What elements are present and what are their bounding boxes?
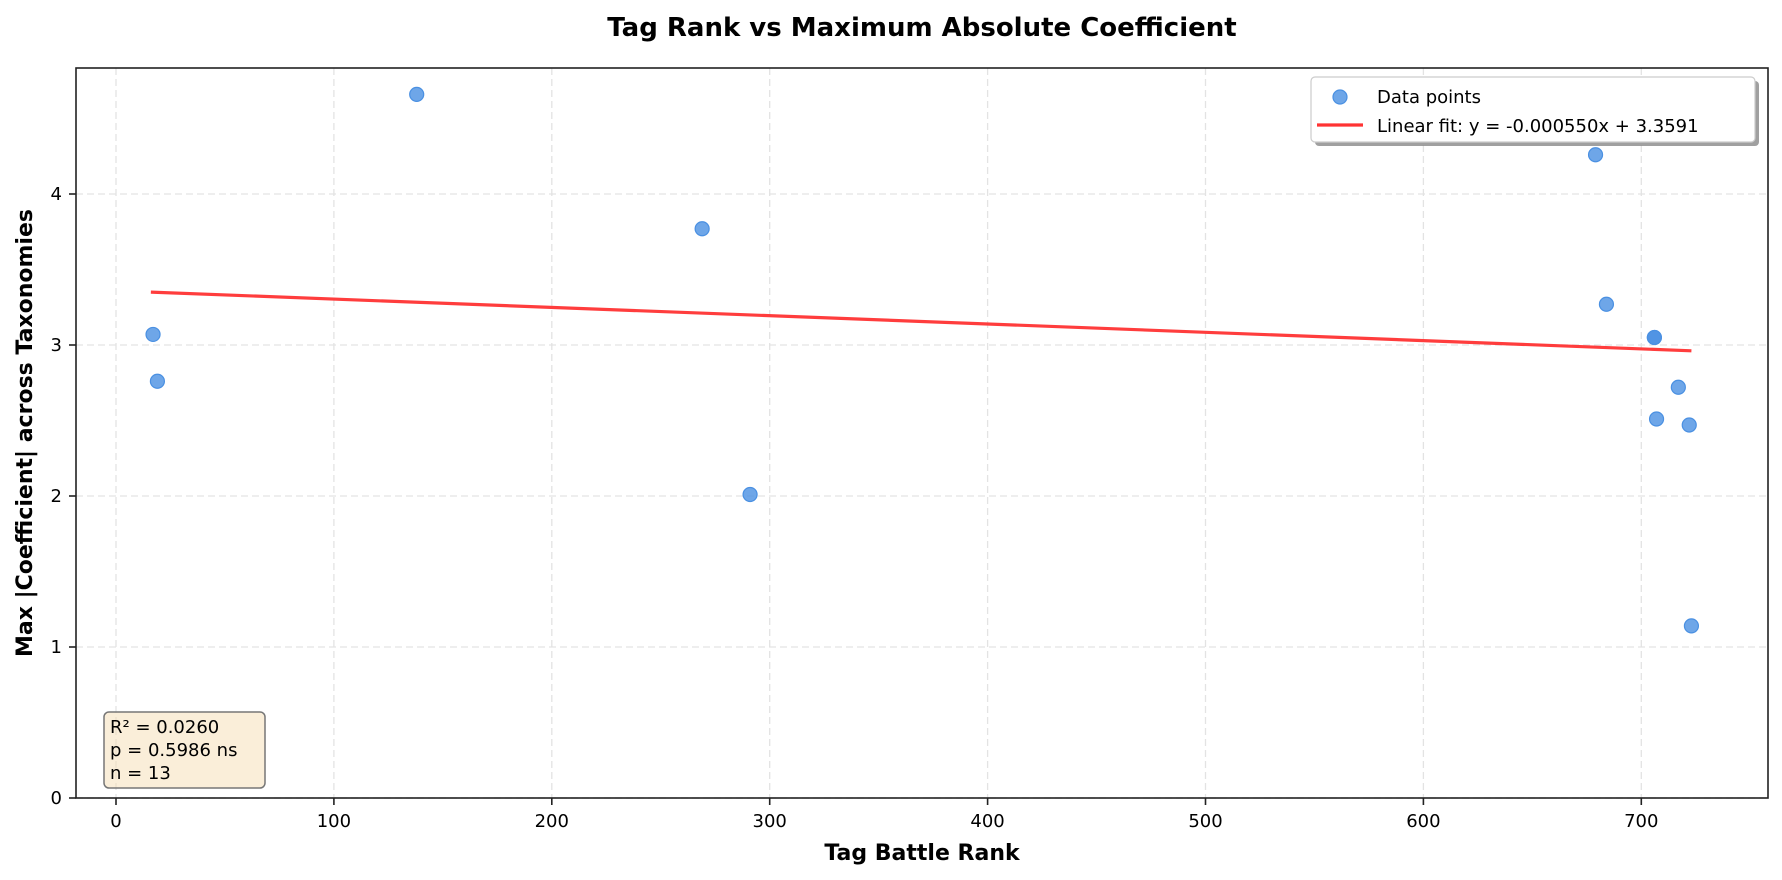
x-tick-label: 100 <box>317 811 351 832</box>
fit-line <box>150 290 1692 353</box>
data-point <box>149 373 166 389</box>
axis-ticks: 0 100 200 300 400 500 600 700 0 1 2 3 4 <box>51 184 1659 832</box>
chart-title: Tag Rank vs Maximum Absolute Coefficient <box>607 13 1236 43</box>
x-axis-label: Tag Battle Rank <box>824 841 1021 866</box>
data-point <box>1587 147 1604 163</box>
x-tick-label: 600 <box>1406 811 1440 832</box>
legend-item-linear-fit: Linear fit: y = -0.000550x + 3.3591 <box>1377 116 1699 137</box>
stats-box: R² = 0.0260 p = 0.5986 ns n = 13 <box>103 711 266 789</box>
data-point <box>1598 296 1615 312</box>
data-point <box>742 486 758 503</box>
x-tick-label: 500 <box>1188 811 1222 832</box>
data-point <box>1681 417 1697 433</box>
y-tick-label: 2 <box>51 486 62 507</box>
legend-circle-icon <box>1332 89 1348 105</box>
stats-n: n = 13 <box>110 763 171 784</box>
x-tick-label: 700 <box>1624 811 1658 832</box>
data-point <box>1670 379 1686 395</box>
x-tick-label: 0 <box>110 811 121 832</box>
data-point <box>1646 329 1662 346</box>
legend-item-data-points: Data points <box>1377 87 1481 108</box>
stats-p-value: p = 0.5986 ns <box>110 740 237 761</box>
data-point <box>694 221 710 237</box>
stats-r-squared: R² = 0.0260 <box>110 717 219 738</box>
x-tick-label: 200 <box>535 811 569 832</box>
grid-lines <box>76 68 1768 799</box>
y-tick-label: 0 <box>51 788 62 809</box>
x-tick-label: 400 <box>970 811 1004 832</box>
plot-area <box>75 67 1769 799</box>
legend: Data points Linear fit: y = -0.000550x +… <box>1310 76 1759 146</box>
data-point <box>145 326 161 343</box>
x-tick-label: 300 <box>753 811 787 832</box>
data-point <box>1683 618 1700 634</box>
y-axis-label: Max |Coefficient| across Taxonomies <box>13 209 38 657</box>
data-points <box>145 86 1700 634</box>
data-point <box>409 86 425 102</box>
data-point <box>1648 411 1665 427</box>
y-tick-label: 3 <box>51 335 62 356</box>
y-tick-label: 1 <box>51 637 62 658</box>
y-tick-label: 4 <box>51 184 62 205</box>
linear-fit-line <box>150 290 1692 353</box>
